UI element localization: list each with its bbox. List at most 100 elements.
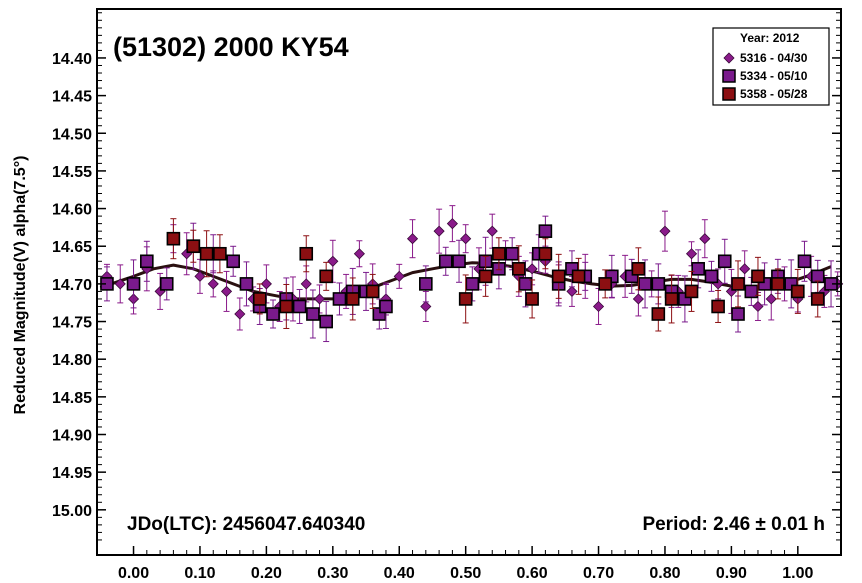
data-point-square: [538, 246, 553, 261]
x-tick-label: 1.00: [782, 565, 813, 582]
data-point-diamond: [420, 300, 432, 313]
y-tick-label: 14.45: [52, 89, 92, 106]
y-tick-label: 14.40: [52, 51, 92, 68]
x-tick-label: 0.40: [384, 565, 415, 582]
y-tick-label: 14.75: [52, 315, 92, 332]
data-point-square: [518, 277, 533, 291]
y-tick-label: 14.60: [52, 202, 92, 219]
data-point-square: [306, 307, 320, 321]
data-point-square: [140, 254, 154, 269]
data-point-square: [159, 277, 174, 291]
data-point-diamond: [300, 278, 312, 290]
data-point-square: [512, 262, 526, 276]
x-tick-label: 0.20: [251, 565, 282, 582]
x-tick-label: 0.80: [649, 565, 680, 582]
data-point-diamond: [194, 270, 206, 282]
data-point-square: [651, 277, 666, 291]
data-point-square: [810, 292, 825, 306]
data-point-square: [684, 284, 699, 299]
chart-title: (51302) 2000 KY54: [113, 32, 349, 62]
y-tick-label: 14.95: [52, 465, 92, 482]
data-point-square: [345, 292, 360, 306]
data-point-diamond: [566, 285, 578, 297]
legend-label: 5316 - 04/30: [740, 51, 808, 65]
data-point-diamond: [327, 255, 339, 267]
legend-marker-diamond: [723, 52, 735, 64]
data-point-square: [465, 277, 480, 291]
data-point-square: [538, 224, 553, 238]
data-point-square: [638, 277, 652, 291]
data-point-diamond: [592, 300, 605, 313]
data-point-diamond: [460, 233, 472, 245]
legend-title: Year: 2012: [740, 31, 800, 45]
data-point-square: [199, 246, 214, 261]
data-point-diamond: [486, 225, 498, 237]
data-point-square: [771, 277, 785, 291]
data-point-square: [492, 246, 506, 261]
data-point-square: [419, 277, 433, 291]
data-point-diamond: [393, 270, 405, 282]
data-point-diamond: [739, 263, 751, 275]
data-point-square: [292, 299, 307, 314]
data-point-square: [751, 269, 765, 284]
y-tick-label: 14.80: [52, 352, 92, 369]
x-tick-label: 0.70: [583, 565, 614, 582]
data-point-square: [598, 277, 612, 291]
y-tick-label: 15.00: [52, 503, 92, 520]
data-point-diamond: [406, 233, 419, 245]
data-point-diamond: [685, 248, 698, 260]
data-point-square: [458, 292, 473, 306]
data-point-square: [797, 254, 812, 269]
data-point-square: [704, 269, 719, 284]
data-point-square: [266, 307, 280, 321]
data-points: [100, 205, 844, 343]
data-point-square: [711, 299, 725, 314]
legend: Year: 2012 5316 - 04/30 5334 - 05/10 5358 …: [712, 27, 830, 106]
y-tick-label: 14.50: [52, 126, 92, 143]
data-point-diamond: [752, 300, 764, 313]
data-point-square: [478, 269, 493, 284]
y-tick-label: 14.65: [52, 239, 92, 256]
data-point-square: [226, 254, 240, 269]
data-point-square: [332, 292, 347, 306]
x-tick-label: 0.30: [317, 565, 348, 582]
x-tick-label: 0.10: [184, 565, 215, 582]
data-point-diamond: [433, 225, 445, 237]
data-point-square: [186, 239, 201, 254]
data-point-square: [731, 277, 745, 291]
data-point-square: [691, 262, 705, 276]
data-point-square: [166, 231, 181, 246]
data-point-square: [239, 277, 254, 291]
y-axis-label: Reduced Magnitude(V) alpha(7.5°): [12, 156, 29, 415]
data-point-diamond: [446, 218, 458, 230]
data-point-diamond: [207, 278, 219, 290]
series-3: [166, 218, 825, 332]
data-point-square: [438, 254, 453, 269]
legend-marker-square: [722, 87, 736, 101]
y-tick-label: 14.85: [52, 390, 92, 407]
data-point-square: [279, 299, 294, 314]
data-point-square: [717, 254, 732, 269]
data-point-square: [299, 246, 314, 261]
x-tick-label: 0.50: [450, 565, 481, 582]
plot-frame: [96, 8, 842, 556]
data-point-diamond: [526, 263, 538, 275]
data-point-diamond: [659, 225, 671, 237]
data-point-diamond: [260, 278, 272, 290]
data-point-square: [571, 269, 586, 284]
data-point-square: [631, 262, 646, 276]
data-point-diamond: [234, 308, 246, 320]
data-point-square: [731, 307, 745, 321]
legend-label: 5334 - 05/10: [740, 69, 808, 83]
data-point-diamond: [699, 233, 711, 245]
legend-marker-square: [722, 69, 736, 83]
y-tick-label: 14.70: [52, 277, 92, 294]
epoch-annotation: JDo(LTC): 2456047.640340: [127, 514, 365, 535]
y-tick-label: 14.55: [52, 164, 92, 181]
data-point-square: [651, 307, 666, 321]
x-tick-label: 0.00: [118, 565, 149, 582]
legend-label: 5358 - 05/28: [740, 87, 808, 101]
x-tick-label: 0.60: [517, 565, 548, 582]
data-point-square: [452, 254, 466, 269]
